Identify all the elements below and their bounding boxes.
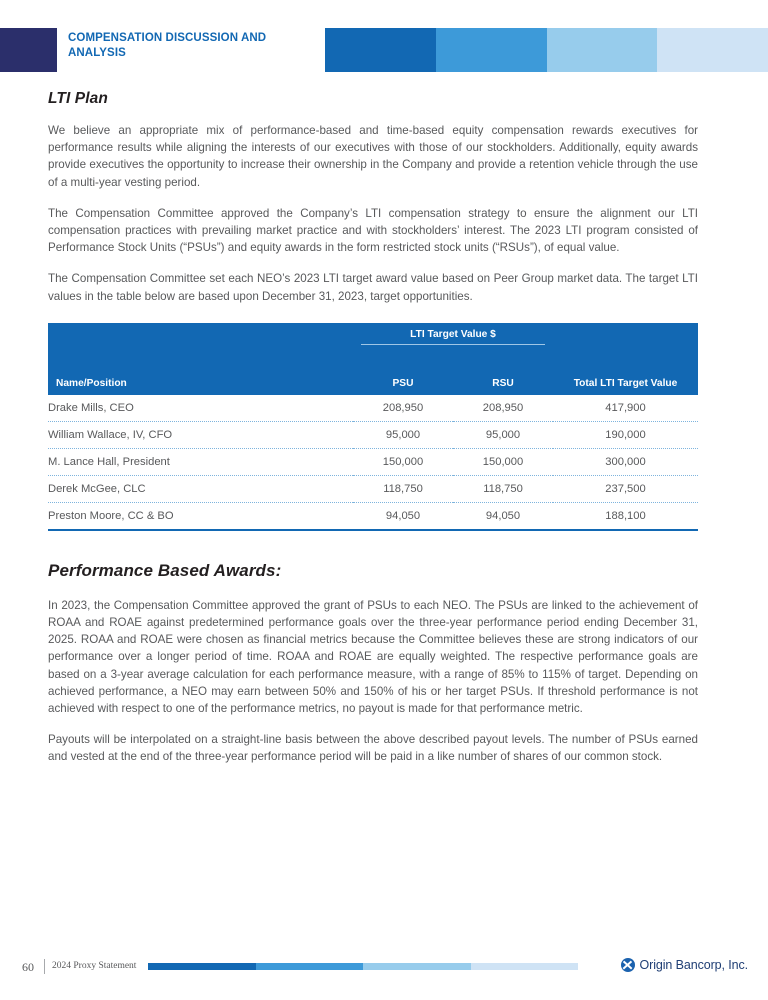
lti-paragraph-2: The Compensation Committee approved the … <box>48 206 698 255</box>
table-header-name-position: Name/Position <box>48 344 353 395</box>
footer-document-title: 2024 Proxy Statement <box>52 961 137 971</box>
footer-bar-4 <box>470 963 578 970</box>
cell-psu: 208,950 <box>353 394 453 422</box>
cell-psu: 95,000 <box>353 421 453 449</box>
table-row: William Wallace, IV, CFO 95,000 95,000 1… <box>48 421 699 449</box>
page-content: LTI Plan We believe an appropriate mix o… <box>48 90 699 766</box>
lti-target-value-table: LTI Target Value $ Name/Position PSU RSU… <box>48 322 699 531</box>
cell-total: 237,500 <box>553 475 699 503</box>
heading-performance-based-awards: Performance Based Awards: <box>48 560 282 580</box>
cell-rsu: 150,000 <box>453 448 554 476</box>
footer-divider <box>44 959 45 974</box>
cell-total: 417,900 <box>553 394 699 422</box>
brand-name: Origin Bancorp, Inc. <box>639 958 749 972</box>
heading-lti-plan: LTI Plan <box>48 90 108 107</box>
page-number: 60 <box>22 960 34 974</box>
table-row: Drake Mills, CEO 208,950 208,950 417,900 <box>48 394 699 422</box>
header-bar-4 <box>657 28 768 72</box>
cell-rsu: 95,000 <box>453 421 554 449</box>
cell-psu: 150,000 <box>353 448 453 476</box>
page-footer: 60 2024 Proxy Statement Origin Bancorp, … <box>0 958 768 978</box>
table-header-group-row: LTI Target Value $ <box>48 322 699 345</box>
table-header-group-label: LTI Target Value $ <box>361 329 546 345</box>
table-body: Drake Mills, CEO 208,950 208,950 417,900… <box>48 394 699 531</box>
footer-bar-3 <box>363 963 471 970</box>
cell-total: 188,100 <box>553 502 699 531</box>
header-bar-1 <box>325 28 436 72</box>
brand-logo: Origin Bancorp, Inc. <box>620 958 749 972</box>
cell-total: 190,000 <box>553 421 699 449</box>
cell-name: M. Lance Hall, President <box>48 448 353 476</box>
table-header-total-lti-target-value: Total LTI Target Value <box>553 344 699 395</box>
header-bar-2 <box>435 28 547 72</box>
cell-psu: 94,050 <box>353 502 453 531</box>
header-color-bars <box>325 28 768 72</box>
cell-rsu: 208,950 <box>453 394 554 422</box>
table-header-blank-2 <box>553 322 699 345</box>
cell-name: William Wallace, IV, CFO <box>48 421 353 449</box>
lti-paragraph-1: We believe an appropriate mix of perform… <box>48 124 698 189</box>
cell-name: Derek McGee, CLC <box>48 475 353 503</box>
table-row: Derek McGee, CLC 118,750 118,750 237,500 <box>48 475 699 503</box>
cell-name: Drake Mills, CEO <box>48 394 353 422</box>
table-header-row: Name/Position PSU RSU Total LTI Target V… <box>48 344 699 395</box>
header-navy-block <box>0 28 57 72</box>
footer-bar-2 <box>255 963 363 970</box>
cell-name: Preston Moore, CC & BO <box>48 502 353 531</box>
table-header-psu: PSU <box>353 344 453 395</box>
cell-rsu: 118,750 <box>453 475 554 503</box>
pba-paragraph-1: In 2023, the Compensation Committee appr… <box>48 598 698 716</box>
table-row: Preston Moore, CC & BO 94,050 94,050 188… <box>48 502 699 531</box>
table-header-blank <box>48 322 353 345</box>
table-header-rsu: RSU <box>453 344 554 395</box>
cell-psu: 118,750 <box>353 475 453 503</box>
cell-rsu: 94,050 <box>453 502 554 531</box>
page-title: COMPENSATION DISCUSSION AND ANALYSIS <box>68 32 267 59</box>
footer-bar-1 <box>148 963 256 970</box>
page-header: COMPENSATION DISCUSSION AND ANALYSIS <box>0 28 768 72</box>
cell-total: 300,000 <box>553 448 699 476</box>
origin-x-mark-icon <box>620 958 635 972</box>
pba-paragraph-2: Payouts will be interpolated on a straig… <box>48 733 698 764</box>
table-row: M. Lance Hall, President 150,000 150,000… <box>48 448 699 476</box>
footer-color-bars <box>148 963 578 970</box>
header-bar-3 <box>546 28 658 72</box>
lti-paragraph-3: The Compensation Committee set each NEO’… <box>48 272 698 303</box>
table-header-group-lti-target-value: LTI Target Value $ <box>353 322 554 345</box>
